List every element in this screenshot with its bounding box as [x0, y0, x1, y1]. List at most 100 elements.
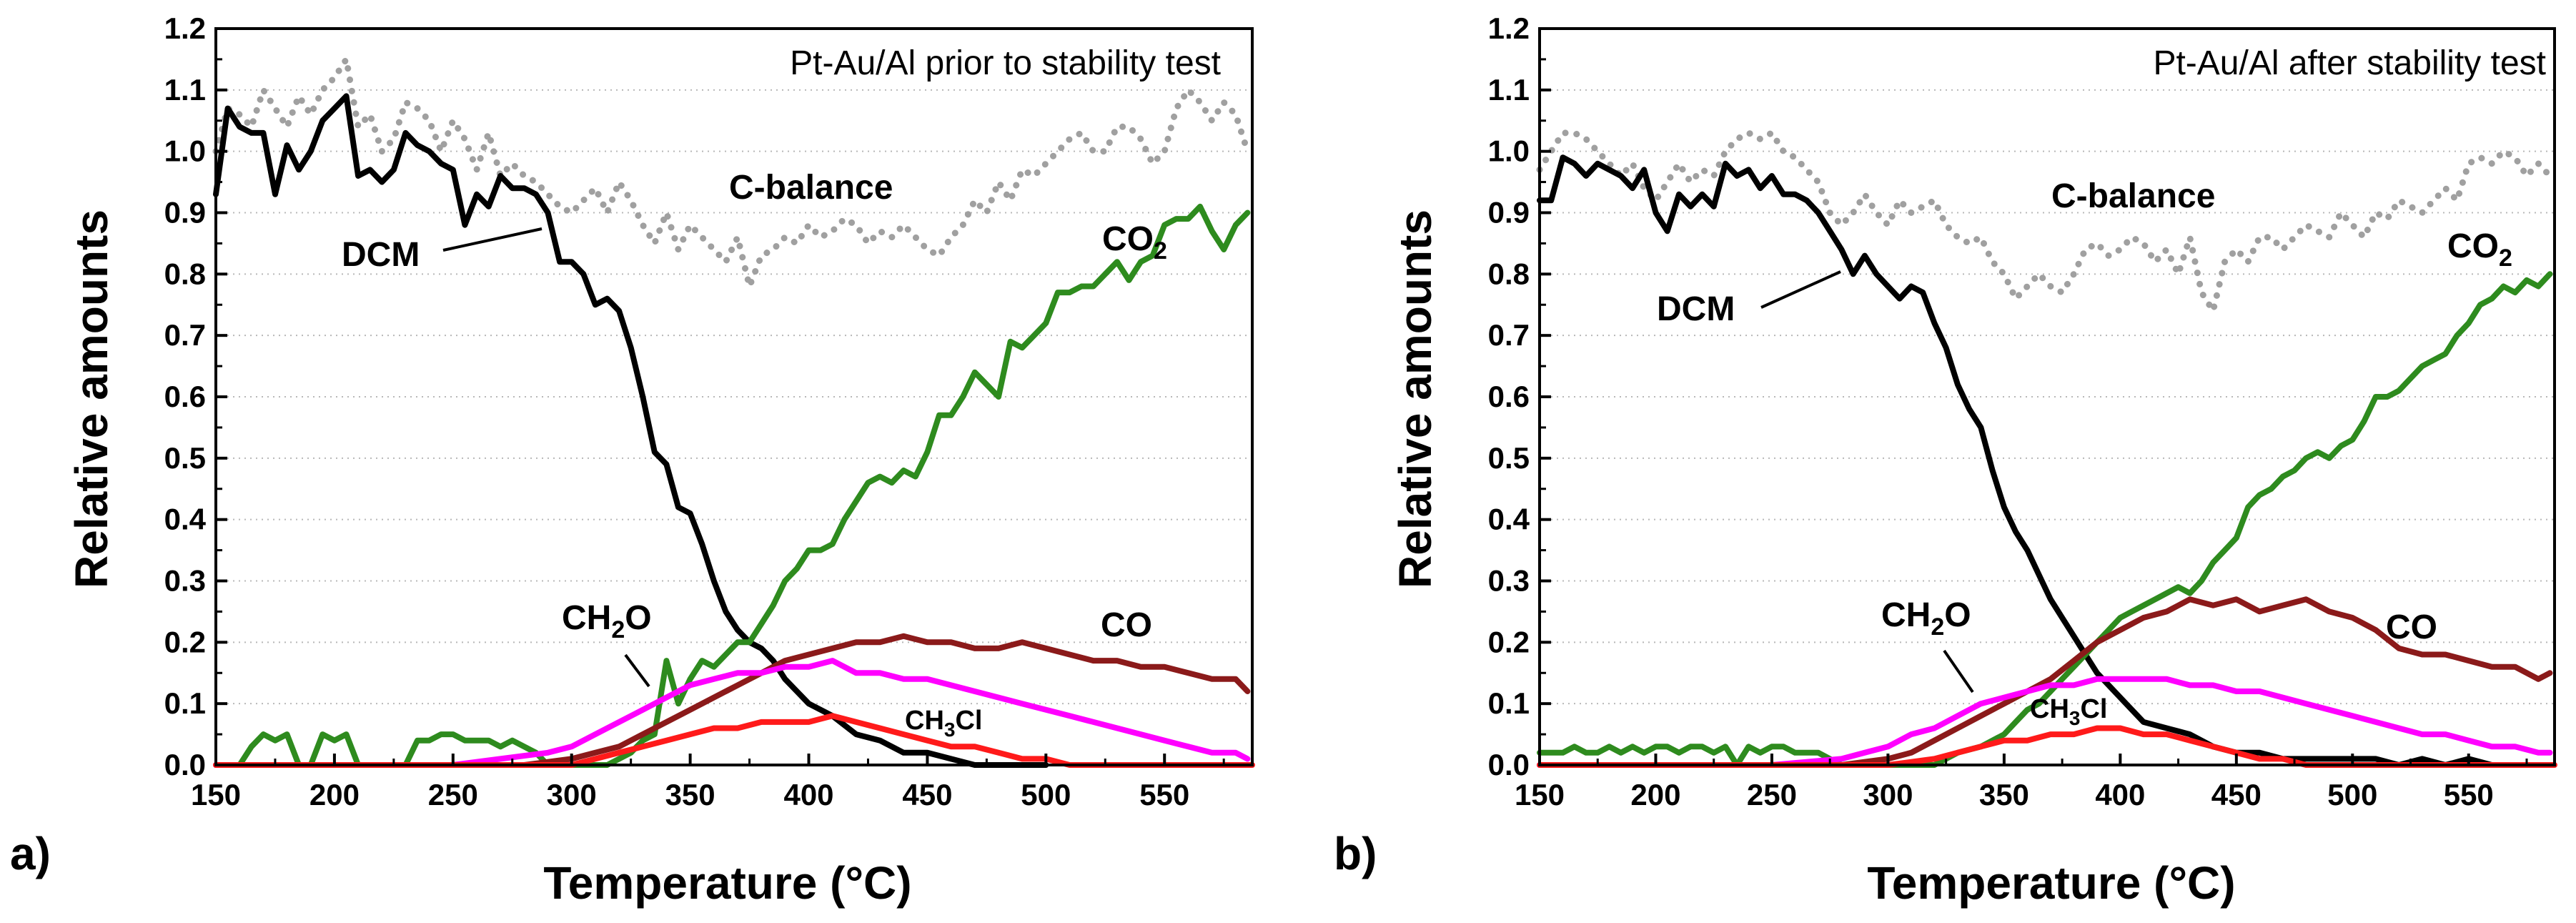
y-tick-label-a: 1.0: [164, 134, 206, 168]
label-co2-b: CO2: [2447, 227, 2512, 272]
x-tick-label-a: 400: [783, 778, 833, 811]
series-line-co-a: [213, 633, 1251, 768]
y-tick-label-a: 0.8: [164, 257, 206, 290]
label-ch3cl-a-main: CH: [905, 706, 944, 736]
label-co-a: CO: [1101, 606, 1152, 644]
label-ch2o-b: CH2O: [1881, 596, 1971, 641]
label-ch2o-b-sub: 2: [1931, 613, 1944, 641]
label-ch2o-a-end: O: [625, 599, 651, 637]
label-dcm-b: DCM: [1657, 290, 1735, 328]
x-tick-label-b: 350: [1979, 778, 2029, 811]
leader-ch2o-b: [1943, 649, 1974, 694]
x-tick-label-a: 300: [547, 778, 597, 811]
y-axis-title-a: Relative amounts: [66, 209, 117, 588]
label-ch3cl-a-sub: 3: [944, 719, 956, 741]
y-tick-label-b: 0.3: [1488, 564, 1530, 598]
series-line-ch-cl-b: [1537, 725, 2557, 768]
x-tick-label-b: 400: [2095, 778, 2145, 811]
y-tick-label-b: 0.9: [1488, 196, 1530, 229]
label-co-b: CO: [2386, 608, 2437, 646]
x-tick-label-a: 500: [1021, 778, 1071, 811]
label-ch3cl-a-end: Cl: [955, 706, 982, 736]
panel-a: 0.0 0.1 0.2 0.3 0.4 0.5 0.6 0.7 0.8 0.9 1.0 1.1 1.2 1…: [10, 11, 1255, 909]
label-ch2o-b-end: O: [1944, 596, 1971, 634]
grid-b: [1540, 28, 2555, 705]
leader-dcm-a: [442, 227, 543, 252]
y-tick-label-a: 0.0: [164, 748, 206, 781]
y-tick-label-b: 0.4: [1488, 503, 1530, 536]
series-line-c-balance-b: [1536, 129, 2553, 315]
leader-dcm-b: [1760, 270, 1841, 309]
label-co2-b-main: CO: [2447, 227, 2499, 265]
label-ch3cl-b-main: CH: [2030, 694, 2069, 724]
x-tick-label-b: 200: [1630, 778, 1680, 811]
y-tick-label-a: 0.1: [164, 686, 206, 720]
label-co2-a-sub: 2: [1154, 237, 1167, 265]
ticks-a: 0.0 0.1 0.2 0.3 0.4 0.5 0.6 0.7 0.8 0.9 1.0 1.1 1.2 1…: [164, 11, 1225, 811]
label-ch3cl-b: CH3Cl: [2030, 694, 2107, 729]
y-tick-label-b: 0.6: [1488, 380, 1530, 413]
y-tick-label-a: 0.4: [164, 503, 207, 536]
x-tick-label-b: 550: [2444, 778, 2494, 811]
grid-a: [216, 28, 1252, 705]
label-ch3cl-b-end: Cl: [2080, 694, 2107, 724]
x-tick-label-b: 450: [2211, 778, 2262, 811]
series-line-c-balance-a: [212, 56, 1251, 290]
chart-title-b: Pt-Au/Al after stability test: [2153, 44, 2546, 82]
chart-title-a: Pt-Au/Al prior to stability test: [790, 44, 1221, 82]
y-tick-label-a: 0.2: [164, 625, 206, 658]
x-tick-label-b: 300: [1863, 778, 1913, 811]
label-dcm-a: DCM: [342, 236, 420, 274]
label-c-balance-a: C-balance: [729, 169, 893, 207]
series-line-co--a: [213, 203, 1251, 768]
label-ch2o-a: CH2O: [562, 599, 652, 643]
series-line-ch-o-b: [1537, 676, 2553, 768]
y-tick-label-b: 0.0: [1488, 748, 1530, 781]
x-tick-label-b: 500: [2327, 778, 2377, 811]
y-tick-label-b: 0.2: [1488, 625, 1530, 658]
series-line-ch-o-a: [213, 658, 1251, 768]
x-tick-label-a: 250: [428, 778, 478, 811]
y-tick-label-a: 0.7: [164, 318, 206, 352]
panel-label-b: b): [1334, 828, 1377, 879]
y-tick-label-a: 1.1: [164, 73, 206, 107]
y-tick-label-b: 1.1: [1488, 73, 1530, 107]
label-ch2o-a-main: CH: [562, 599, 611, 637]
y-tick-label-b: 1.0: [1488, 134, 1530, 168]
series-group-a: [212, 56, 1255, 768]
label-co2-b-sub: 2: [2499, 245, 2512, 272]
x-axis-title-b: Temperature (°C): [1867, 857, 2235, 909]
x-tick-label-b: 150: [1515, 778, 1565, 811]
label-ch3cl-b-sub: 3: [2069, 707, 2081, 729]
label-co2-a: CO2: [1102, 220, 1167, 265]
x-tick-label-a: 350: [665, 778, 715, 811]
y-tick-label-a: 0.9: [164, 196, 206, 229]
label-ch2o-b-main: CH: [1881, 596, 1931, 634]
y-tick-label-b: 0.5: [1488, 441, 1530, 475]
x-axis-title-a: Temperature (°C): [543, 857, 911, 909]
ticks-b: 0.0 0.1 0.2 0.3 0.4 0.5 0.6 0.7 0.8 0.9 1.0 1.1 1.2 1…: [1488, 11, 2528, 811]
x-tick-label-a: 200: [309, 778, 360, 811]
label-c-balance-b: C-balance: [2051, 177, 2215, 215]
leader-ch2o-a: [624, 653, 650, 688]
y-tick-label-a: 0.6: [164, 380, 206, 413]
y-tick-label-b: 1.2: [1488, 11, 1530, 45]
panel-label-a: a): [10, 828, 51, 879]
x-tick-label-b: 250: [1747, 778, 1797, 811]
y-tick-label-a: 1.2: [164, 11, 206, 45]
panel-b: 0.0 0.1 0.2 0.3 0.4 0.5 0.6 0.7 0.8 0.9 1.0 1.1 1.2 1…: [1334, 11, 2557, 909]
x-tick-label-a: 450: [902, 778, 952, 811]
y-axis-title-b: Relative amounts: [1389, 209, 1441, 588]
label-ch2o-a-sub: 2: [611, 616, 625, 643]
series-line-dcm-b: [1537, 154, 2553, 768]
series-line-co-b: [1537, 596, 2553, 768]
series-line-ch-cl-a: [213, 713, 1255, 768]
label-ch3cl-a: CH3Cl: [905, 706, 982, 741]
plot-frame-b: [1538, 27, 2556, 766]
y-tick-label-b: 0.7: [1488, 318, 1530, 352]
y-tick-label-a: 0.5: [164, 441, 206, 475]
y-tick-label-b: 0.1: [1488, 686, 1530, 720]
series-line-dcm-a: [213, 93, 1049, 768]
series-group-b: [1536, 129, 2557, 768]
